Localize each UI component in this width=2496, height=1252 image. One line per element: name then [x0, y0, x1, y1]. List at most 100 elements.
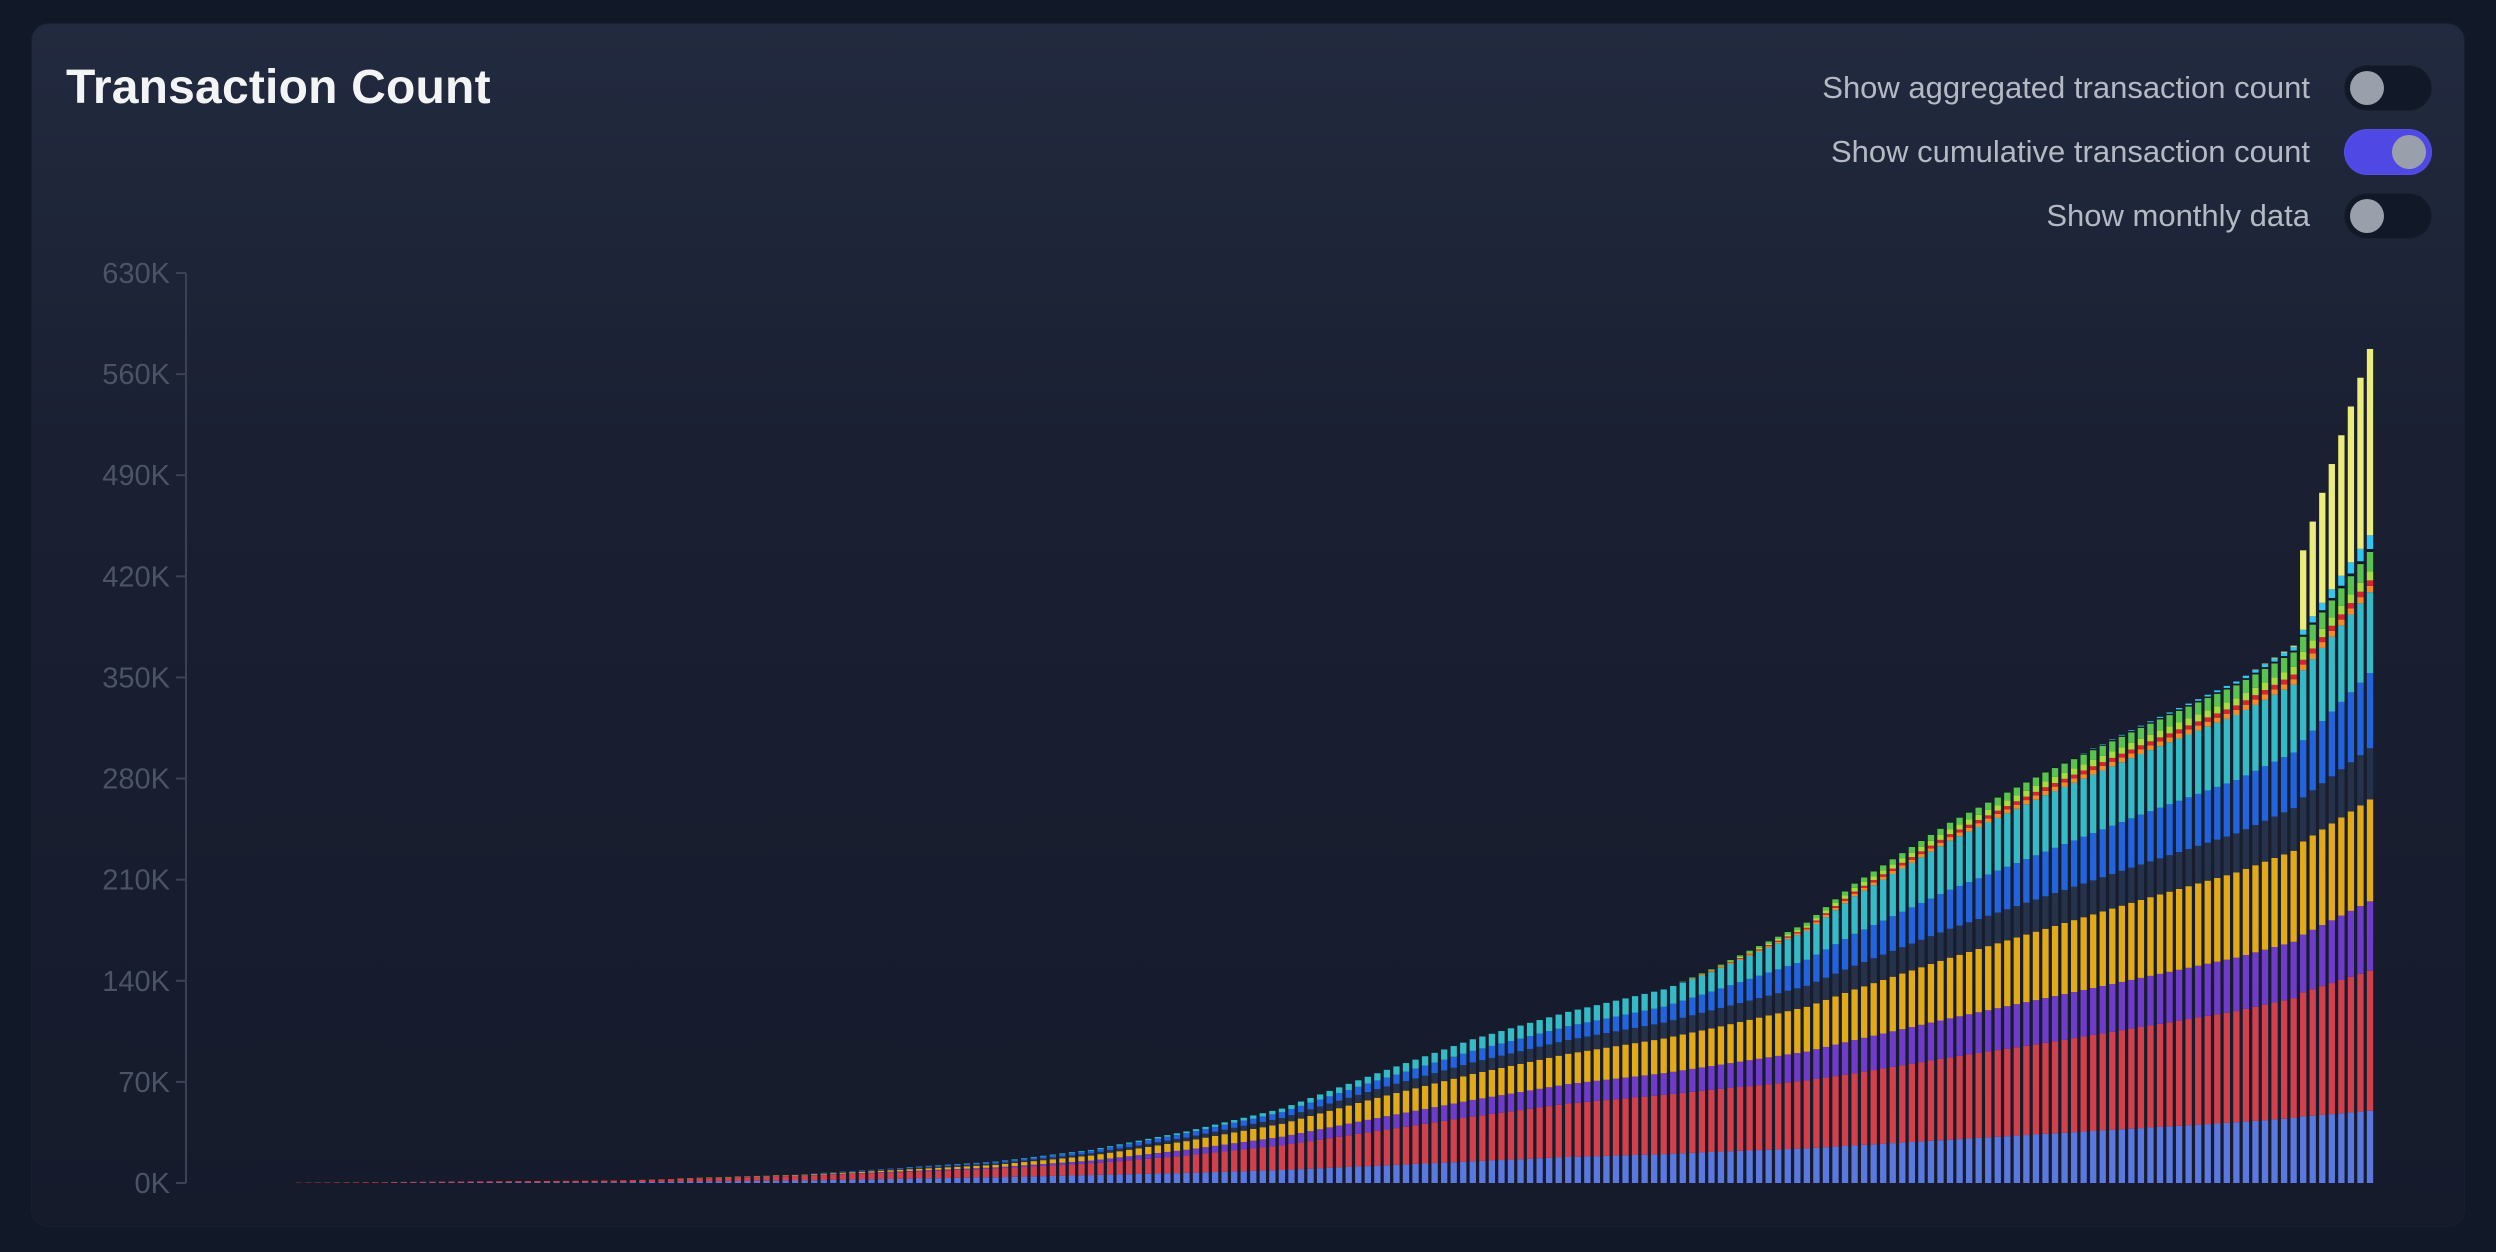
bar-segment[interactable]	[2061, 923, 2068, 995]
bar-segment[interactable]	[916, 1167, 923, 1169]
bar-segment[interactable]	[1536, 1059, 1543, 1089]
bar-segment[interactable]	[2004, 813, 2011, 867]
bar-segment[interactable]	[1049, 1154, 1056, 1156]
bar-segment[interactable]	[1336, 1093, 1343, 1101]
bar-segment[interactable]	[1536, 1046, 1543, 1060]
bar-segment[interactable]	[1240, 1120, 1247, 1126]
bar-segment[interactable]	[954, 1177, 961, 1183]
bar-segment[interactable]	[1975, 827, 1982, 879]
bar-segment[interactable]	[2013, 1004, 2020, 1048]
bar-segment[interactable]	[2280, 651, 2288, 653]
bar-segment[interactable]	[1049, 1157, 1056, 1160]
bar-segment[interactable]	[1822, 977, 1830, 1000]
bar-segment[interactable]	[1202, 1137, 1209, 1148]
bar-segment[interactable]	[2137, 749, 2145, 754]
bar-segment[interactable]	[1860, 1037, 1868, 1072]
bar-segment[interactable]	[1794, 1081, 1801, 1149]
bar-segment[interactable]	[1316, 1113, 1324, 1130]
bar-segment[interactable]	[1231, 1171, 1238, 1183]
bar-segment[interactable]	[2271, 816, 2278, 858]
bar-segment[interactable]	[2357, 548, 2364, 562]
bar-segment[interactable]	[1421, 1085, 1429, 1109]
bar-segment[interactable]	[1717, 966, 1725, 968]
bar-segment[interactable]	[1488, 1096, 1496, 1114]
bar-segment[interactable]	[1727, 962, 1734, 963]
bar-segment[interactable]	[1985, 1010, 1992, 1052]
bar-segment[interactable]	[1192, 1172, 1200, 1183]
bar-segment[interactable]	[2261, 766, 2269, 821]
bar-segment[interactable]	[1765, 941, 1772, 944]
bar-segment[interactable]	[2013, 795, 2020, 802]
bar-segment[interactable]	[2242, 955, 2250, 1009]
bar-segment[interactable]	[2233, 709, 2240, 715]
bar-segment[interactable]	[782, 1175, 789, 1176]
bar-segment[interactable]	[2280, 1118, 2288, 1183]
bar-segment[interactable]	[1307, 1131, 1314, 1142]
bar-segment[interactable]	[1593, 1156, 1601, 1183]
bar-segment[interactable]	[906, 1169, 913, 1171]
bar-segment[interactable]	[2338, 614, 2345, 620]
bar-segment[interactable]	[1870, 880, 1877, 883]
bar-segment[interactable]	[1870, 876, 1877, 881]
bar-segment[interactable]	[1479, 1071, 1486, 1099]
bar-segment[interactable]	[1316, 1129, 1324, 1140]
bar-segment[interactable]	[1918, 840, 1925, 841]
bar-segment[interactable]	[753, 1180, 761, 1183]
bar-segment[interactable]	[1183, 1155, 1190, 1173]
bar-segment[interactable]	[1211, 1145, 1219, 1153]
bar-segment[interactable]	[1565, 1026, 1572, 1040]
bar-segment[interactable]	[2070, 840, 2078, 887]
bar-segment[interactable]	[1965, 812, 1973, 820]
bar-segment[interactable]	[2042, 795, 2049, 852]
cumulative-toggle-switch[interactable]	[2344, 129, 2432, 175]
bar-segment[interactable]	[849, 1179, 856, 1183]
bar-segment[interactable]	[963, 1163, 971, 1166]
bar-segment[interactable]	[763, 1176, 770, 1181]
bar-segment[interactable]	[2118, 747, 2125, 754]
bar-segment[interactable]	[1584, 1156, 1591, 1183]
bar-segment[interactable]	[1994, 1136, 2001, 1183]
bar-segment[interactable]	[1651, 991, 1658, 1009]
bar-segment[interactable]	[1336, 1100, 1343, 1109]
bar-segment[interactable]	[2319, 637, 2326, 643]
bar-segment[interactable]	[2099, 985, 2106, 1034]
bar-segment[interactable]	[2185, 967, 2192, 1020]
bar-segment[interactable]	[2118, 1129, 2125, 1183]
bar-segment[interactable]	[1708, 1089, 1715, 1152]
bar-segment[interactable]	[2070, 759, 2078, 769]
bar-segment[interactable]	[2023, 804, 2030, 860]
bar-segment[interactable]	[2061, 782, 2068, 787]
bar-segment[interactable]	[2290, 998, 2297, 1118]
bar-segment[interactable]	[2032, 931, 2040, 1001]
bar-segment[interactable]	[1460, 1076, 1467, 1102]
bar-segment[interactable]	[916, 1168, 923, 1171]
bar-segment[interactable]	[2128, 1128, 2135, 1183]
bar-segment[interactable]	[1851, 965, 1858, 990]
bar-segment[interactable]	[830, 1174, 837, 1175]
bar-segment[interactable]	[1860, 890, 1868, 930]
bar-segment[interactable]	[1574, 1082, 1581, 1103]
bar-segment[interactable]	[1221, 1171, 1228, 1183]
bar-segment[interactable]	[2185, 706, 2192, 719]
bar-segment[interactable]	[1460, 1101, 1467, 1118]
bar-segment[interactable]	[2347, 573, 2355, 577]
bar-segment[interactable]	[1755, 1017, 1763, 1059]
bar-segment[interactable]	[1965, 951, 1973, 1015]
bar-segment[interactable]	[1956, 817, 1963, 825]
bar-segment[interactable]	[1145, 1143, 1152, 1147]
bar-segment[interactable]	[1717, 964, 1725, 966]
bar-segment[interactable]	[1097, 1151, 1104, 1155]
bar-segment[interactable]	[601, 1182, 608, 1183]
bar-segment[interactable]	[601, 1180, 608, 1183]
bar-segment[interactable]	[1870, 925, 1877, 959]
bar-segment[interactable]	[2214, 713, 2221, 718]
bar-segment[interactable]	[1326, 1127, 1333, 1139]
bar-segment[interactable]	[954, 1168, 961, 1170]
bar-segment[interactable]	[2147, 734, 2154, 742]
bar-segment[interactable]	[1278, 1108, 1286, 1113]
bar-segment[interactable]	[1297, 1118, 1305, 1134]
bar-segment[interactable]	[2051, 776, 2059, 784]
bar-segment[interactable]	[2109, 825, 2116, 875]
bar-segment[interactable]	[868, 1170, 875, 1172]
bar-segment[interactable]	[1011, 1161, 1018, 1163]
